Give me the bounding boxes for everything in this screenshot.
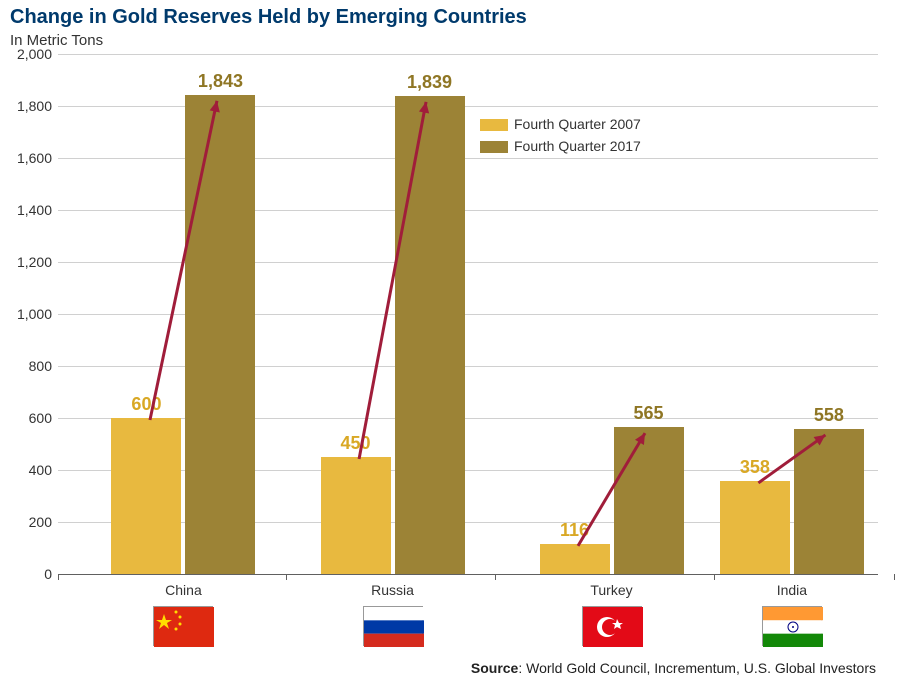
gridline	[58, 366, 878, 367]
y-tick-label: 2,000	[2, 46, 52, 62]
flag-india-icon	[763, 607, 823, 647]
y-tick-label: 1,400	[2, 202, 52, 218]
chart-title: Change in Gold Reserves Held by Emerging…	[10, 6, 527, 29]
x-tick	[58, 574, 59, 580]
gridline	[58, 314, 878, 315]
gridline	[58, 262, 878, 263]
bar-value-label: 1,839	[407, 72, 452, 93]
bar-2017	[185, 95, 255, 574]
bar-value-label: 116	[560, 520, 589, 541]
y-tick-label: 200	[2, 514, 52, 530]
legend-swatch	[480, 119, 508, 131]
x-baseline	[58, 574, 878, 575]
legend-swatch	[480, 141, 508, 153]
bar-2017	[794, 429, 864, 574]
x-tick	[894, 574, 895, 580]
legend-item: Fourth Quarter 2017	[480, 138, 641, 154]
bar-value-label: 450	[341, 433, 371, 454]
bar-2007	[111, 418, 181, 574]
x-category-label: China	[165, 582, 202, 598]
source-label: Source	[471, 660, 518, 676]
y-tick-label: 1,000	[2, 306, 52, 322]
y-tick-label: 600	[2, 410, 52, 426]
bar-value-label: 358	[740, 457, 770, 478]
flag-china	[153, 606, 213, 646]
x-category-label: India	[777, 582, 807, 598]
flag-turkey-icon	[583, 607, 643, 647]
flag-russia-icon	[364, 607, 424, 647]
gridline	[58, 210, 878, 211]
y-tick-label: 400	[2, 462, 52, 478]
bar-value-label: 1,843	[198, 71, 243, 92]
flag-india	[762, 606, 822, 646]
legend-label: Fourth Quarter 2017	[514, 138, 641, 154]
x-category-label: Turkey	[590, 582, 632, 598]
bar-2017	[614, 427, 684, 574]
gridline	[58, 158, 878, 159]
y-tick-label: 1,600	[2, 150, 52, 166]
bar-2007	[540, 544, 610, 574]
bar-value-label: 558	[814, 405, 844, 426]
gridline	[58, 54, 878, 55]
flag-turkey	[582, 606, 642, 646]
bar-2017	[395, 96, 465, 574]
legend-label: Fourth Quarter 2007	[514, 116, 641, 132]
y-tick-label: 0	[2, 566, 52, 582]
bar-2007	[720, 481, 790, 574]
flag-russia	[363, 606, 423, 646]
gridline	[58, 106, 878, 107]
flag-china-icon	[154, 607, 214, 647]
legend-item: Fourth Quarter 2007	[480, 116, 641, 132]
y-tick-label: 1,200	[2, 254, 52, 270]
y-tick-label: 800	[2, 358, 52, 374]
y-tick-label: 1,800	[2, 98, 52, 114]
bar-value-label: 565	[633, 403, 663, 424]
source-line: Source: World Gold Council, Incrementum,…	[471, 660, 876, 676]
bar-value-label: 600	[131, 394, 161, 415]
bar-2007	[321, 457, 391, 574]
x-tick	[495, 574, 496, 580]
x-tick	[286, 574, 287, 580]
source-text: : World Gold Council, Incrementum, U.S. …	[518, 660, 876, 676]
x-tick	[714, 574, 715, 580]
x-category-label: Russia	[371, 582, 414, 598]
